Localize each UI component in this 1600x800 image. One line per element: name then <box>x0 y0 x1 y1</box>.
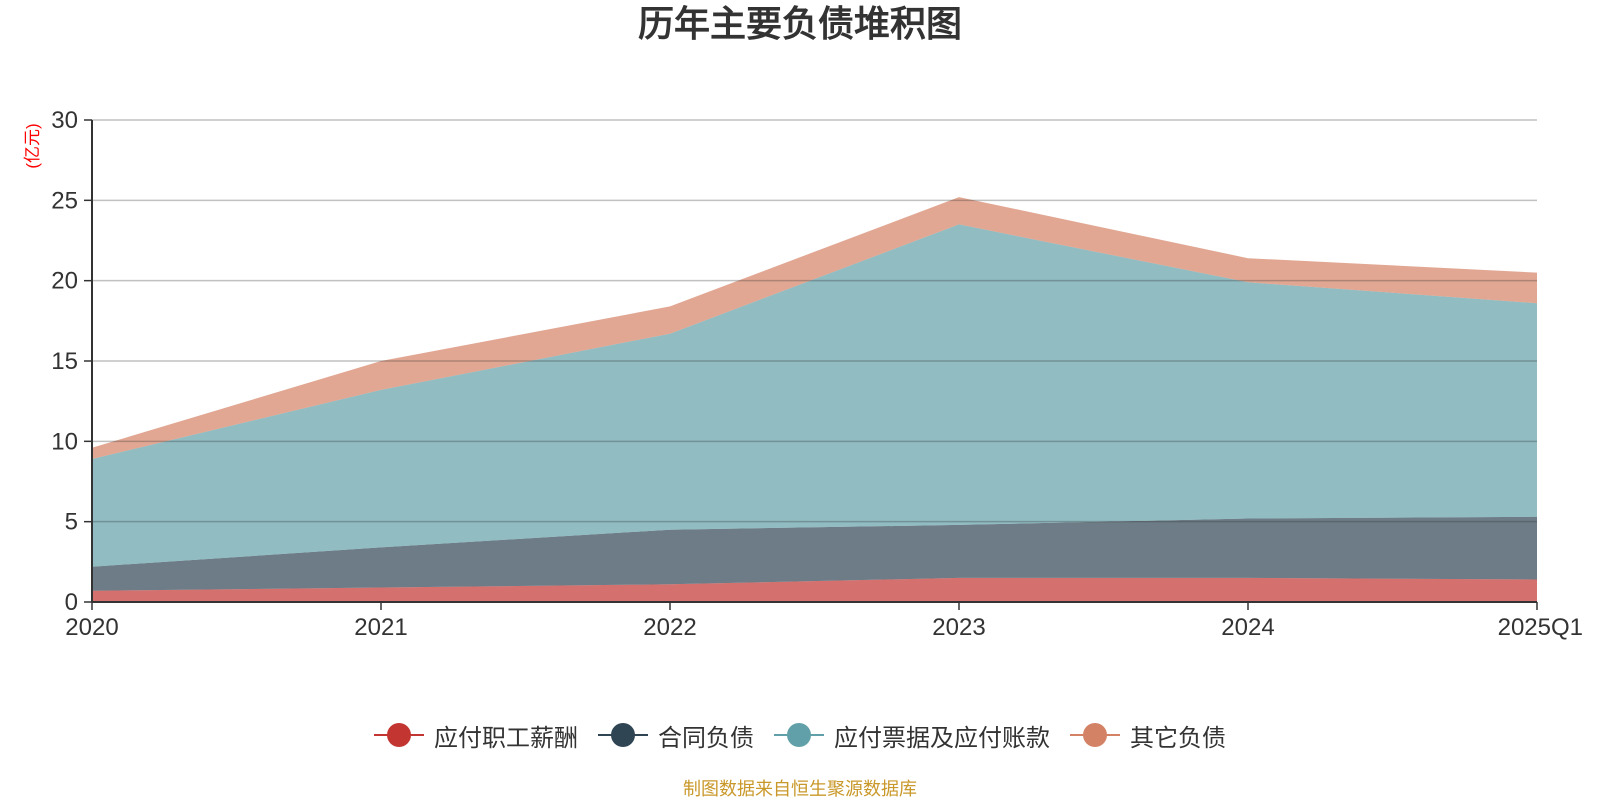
legend: 应付职工薪酬 合同负债 应付票据及应付账款 其它负债 <box>0 718 1600 752</box>
y-tick-label: 15 <box>51 348 78 375</box>
legend-label: 合同负债 <box>658 724 754 752</box>
legend-label: 应付职工薪酬 <box>434 724 578 752</box>
x-tick-label: 2025Q1 <box>1498 614 1583 641</box>
y-tick-label: 20 <box>51 268 78 295</box>
y-tick-label: 25 <box>51 187 78 214</box>
area-series-2 <box>92 516 1537 591</box>
area-series-1 <box>92 577 1537 602</box>
legend-marker-icon <box>774 723 824 747</box>
legend-item-4[interactable]: 其它负债 <box>1070 718 1226 753</box>
y-tick-label: 10 <box>51 428 78 455</box>
legend-label: 应付票据及应付账款 <box>834 724 1050 752</box>
x-tick-label: 2020 <box>65 614 118 641</box>
x-tick-label: 2022 <box>643 614 696 641</box>
area-series-4 <box>92 197 1537 459</box>
y-axis-unit-label: (亿元) <box>23 123 42 168</box>
chart-title: 历年主要负债堆积图 <box>637 3 962 44</box>
legend-marker-icon <box>1070 723 1120 747</box>
areas-layer <box>92 197 1537 602</box>
x-tick-label: 2024 <box>1221 614 1274 641</box>
legend-marker-icon <box>598 723 648 747</box>
y-tick-label: 0 <box>65 589 78 616</box>
y-tick-label: 30 <box>51 107 78 134</box>
y-tick-label: 5 <box>65 509 78 536</box>
legend-item-3[interactable]: 应付票据及应付账款 <box>774 718 1050 753</box>
source-note: 制图数据来自恒生聚源数据库 <box>683 779 917 799</box>
legend-item-2[interactable]: 合同负债 <box>598 718 754 753</box>
x-tick-label: 2021 <box>354 614 407 641</box>
legend-label: 其它负债 <box>1130 724 1226 752</box>
axis-layer: 0 5 10 15 20 25 30 2020 2021 2022 2023 2024 2025Q1 <box>51 107 1583 641</box>
legend-item-1[interactable]: 应付职工薪酬 <box>374 718 578 753</box>
legend-marker-icon <box>374 723 424 747</box>
grid-layer <box>92 119 1537 523</box>
x-tick-label: 2023 <box>932 614 985 641</box>
area-series-3 <box>92 224 1537 567</box>
